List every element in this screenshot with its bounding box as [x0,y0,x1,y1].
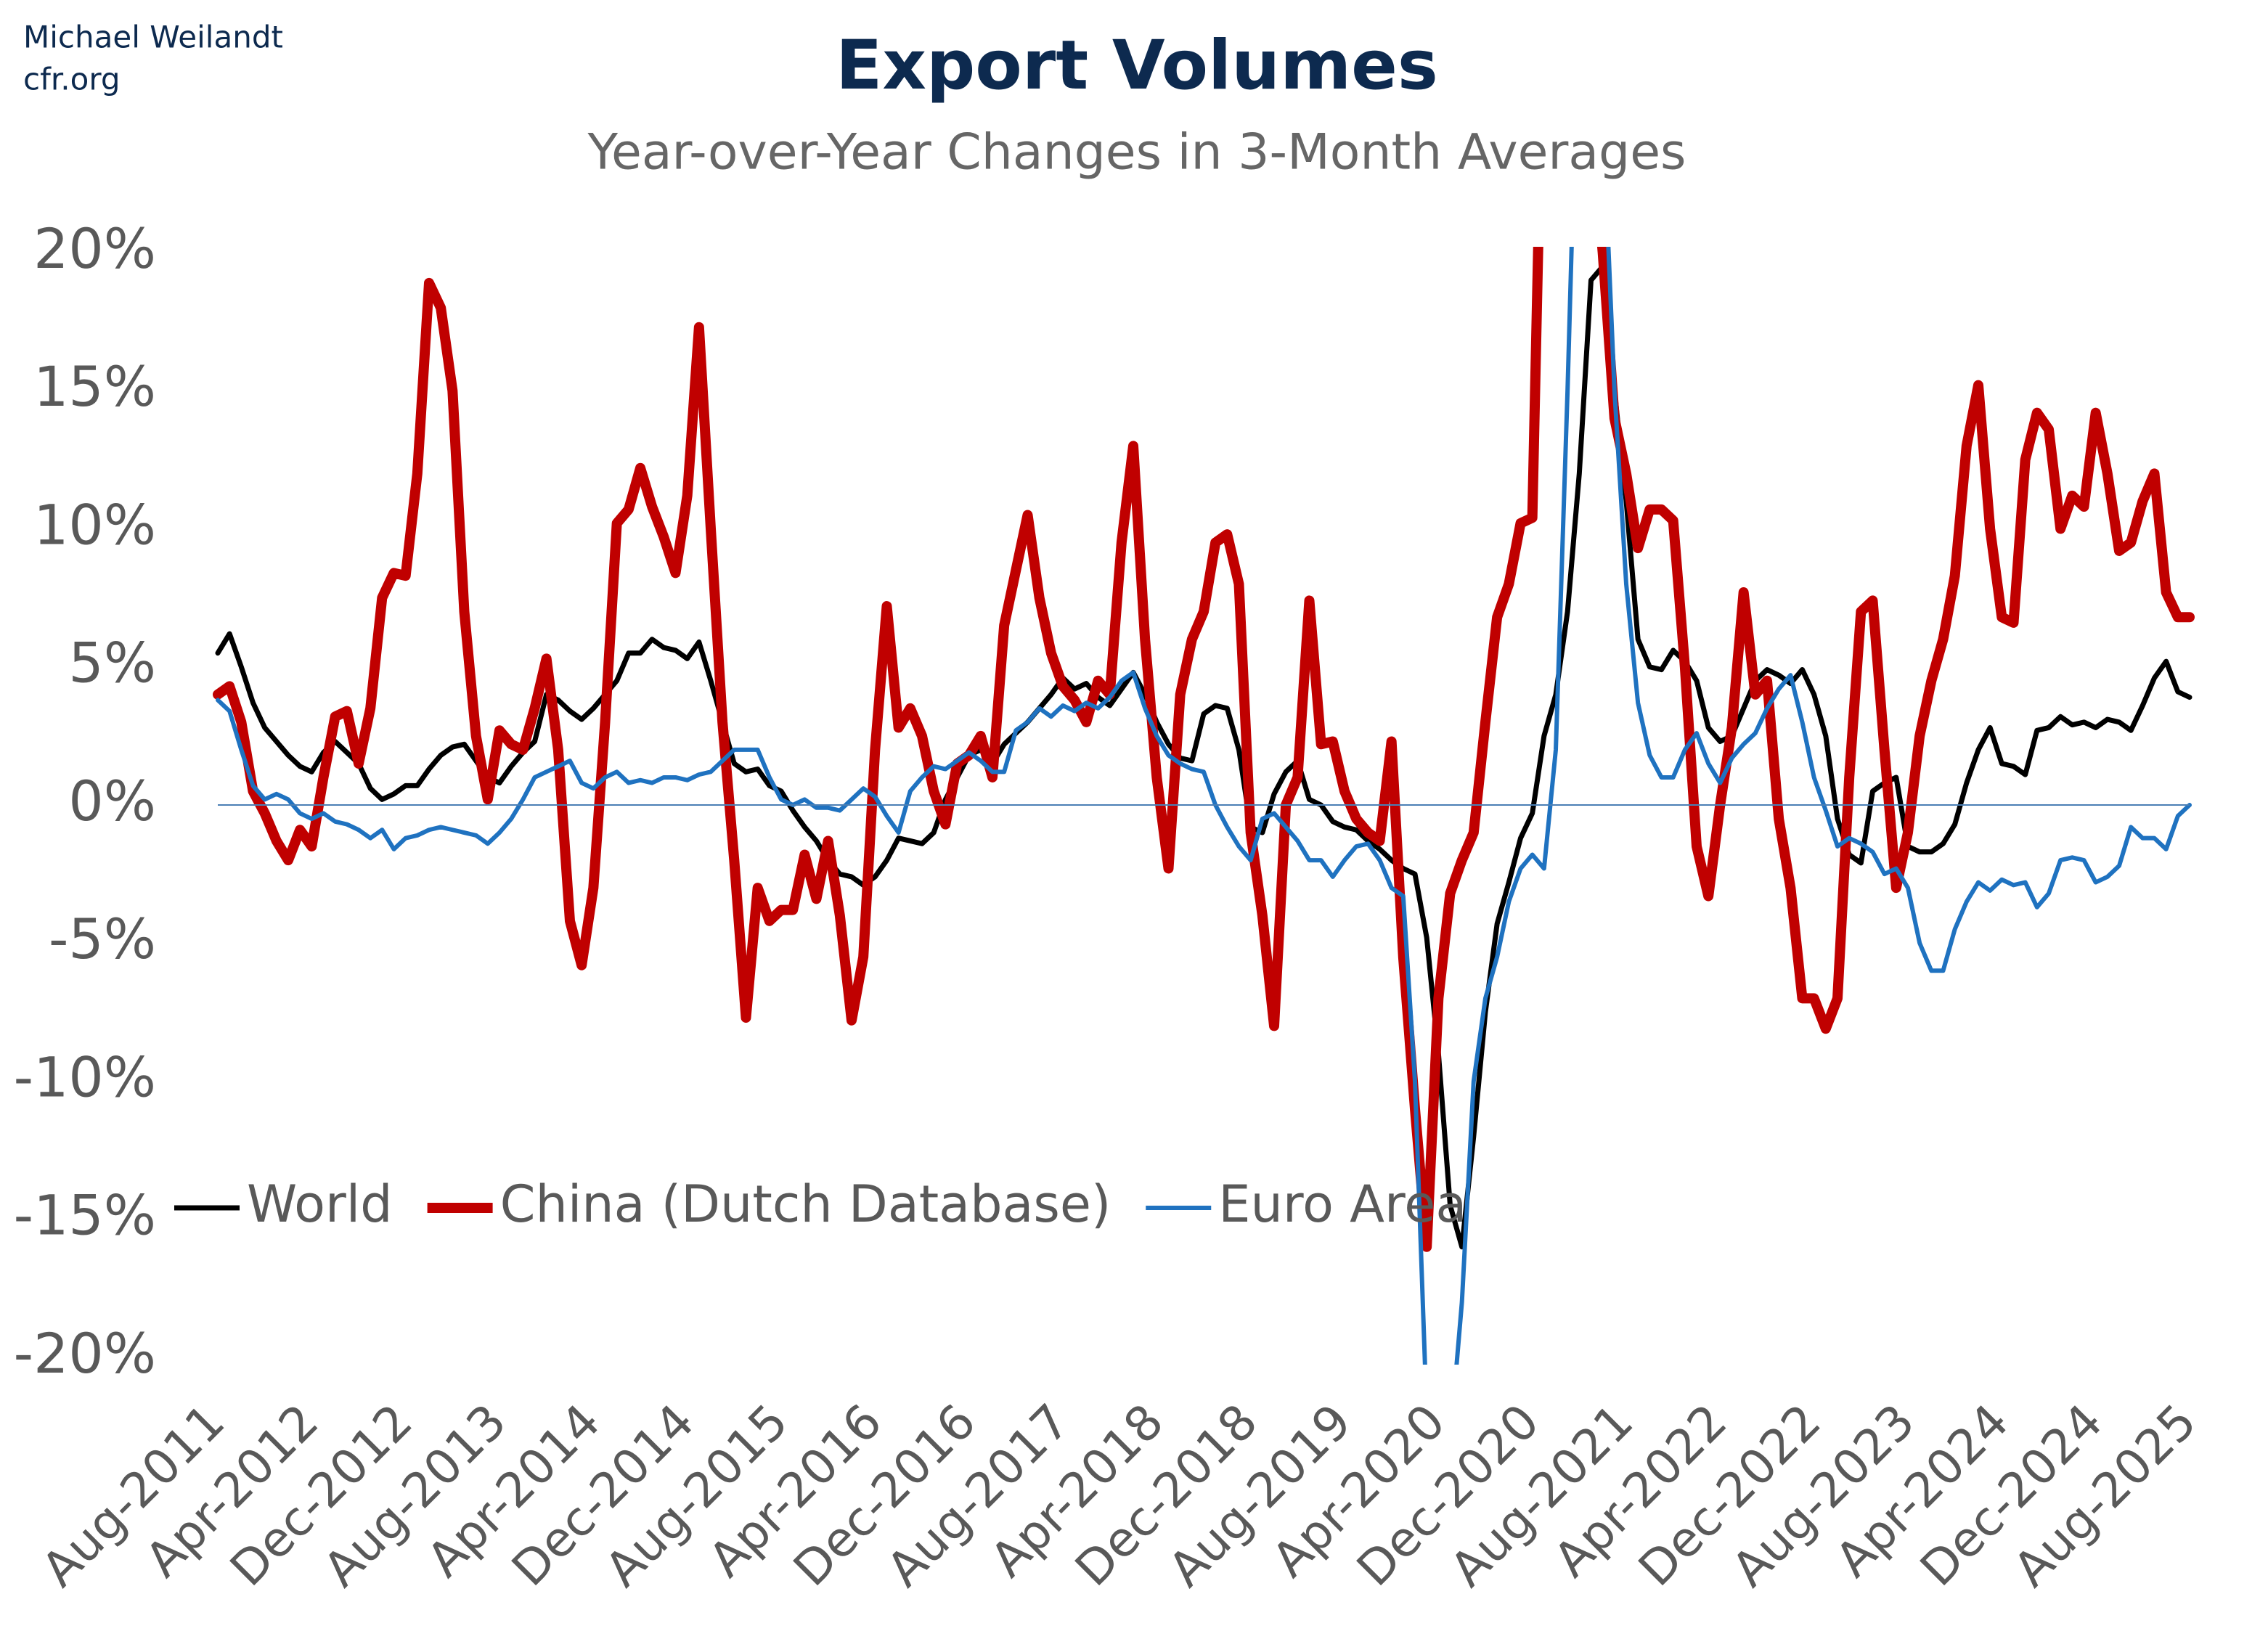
legend-label: China (Dutch Database) [500,1174,1111,1234]
y-tick-label: -20% [14,1321,156,1386]
y-tick-label: 20% [33,216,156,281]
y-tick-label: 5% [68,631,156,695]
series-line [216,247,2192,1365]
y-tick-label: 15% [33,354,156,419]
author: Michael Weilandt [23,20,283,55]
y-tick-label: -15% [14,1183,156,1248]
chart-subtitle: Year-over-Year Changes in 3-Month Averag… [587,124,1686,181]
legend-label: World [247,1174,393,1234]
series-line [215,263,2192,1250]
y-tick-label: 10% [33,492,156,557]
y-tick-label: -10% [14,1045,156,1109]
legend: World China (Dutch Database) Euro Area [174,1174,1467,1234]
source: cfr.org [23,62,121,97]
y-tick-label: -5% [49,907,156,971]
plot-area [213,247,2195,1365]
series-line [213,247,2195,1252]
y-tick-label: 0% [68,769,156,833]
legend-label: Euro Area [1218,1174,1467,1234]
chart-title: Export Volumes [836,26,1438,105]
